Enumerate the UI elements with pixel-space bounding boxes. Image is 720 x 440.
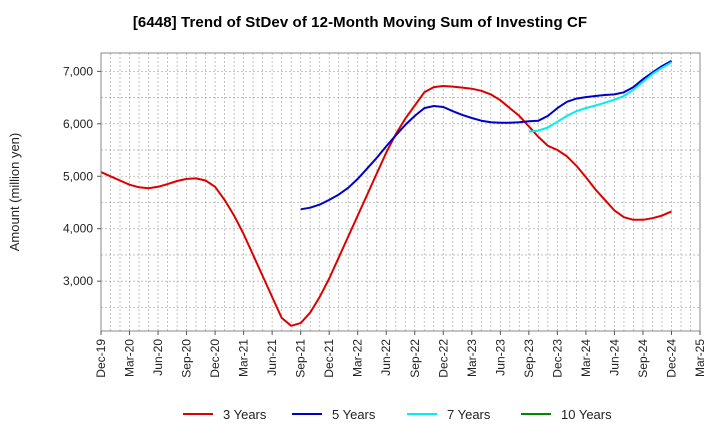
series-line-3-years bbox=[100, 85, 672, 327]
y-axis-ticks: 3,000 4,000 5,000 6,000 7,000 bbox=[63, 64, 101, 288]
x-tick-label: Mar-20 bbox=[123, 339, 137, 377]
x-tick-label: Jun-21 bbox=[265, 339, 279, 376]
y-tick-label: 7,000 bbox=[63, 64, 93, 78]
x-tick-label: Mar-25 bbox=[693, 339, 707, 377]
x-tick-label: Sep-24 bbox=[636, 339, 650, 378]
y-tick-label: 6,000 bbox=[63, 117, 93, 131]
series-lines bbox=[100, 60, 672, 327]
x-tick-label: Sep-23 bbox=[522, 339, 536, 378]
legend-label-3-years: 3 Years bbox=[223, 407, 267, 422]
x-tick-label: Jun-22 bbox=[379, 339, 393, 376]
legend-label-7-years: 7 Years bbox=[447, 407, 491, 422]
legend-label-10-years: 10 Years bbox=[561, 407, 612, 422]
y-tick-label: 5,000 bbox=[63, 169, 93, 183]
x-tick-label: Mar-24 bbox=[579, 339, 593, 377]
x-tick-label: Sep-20 bbox=[180, 339, 194, 378]
chart-title: [6448] Trend of StDev of 12-Month Moving… bbox=[132, 14, 588, 31]
x-tick-label: Mar-23 bbox=[465, 339, 479, 377]
x-tick-label: Dec-24 bbox=[664, 339, 678, 378]
legend-label-5-years: 5 Years bbox=[332, 407, 376, 422]
x-tick-label: Sep-22 bbox=[408, 339, 422, 378]
series-line-5-years bbox=[300, 60, 672, 211]
x-tick-label: Dec-23 bbox=[550, 339, 564, 378]
x-tick-label: Mar-22 bbox=[351, 339, 365, 377]
x-tick-label: Dec-19 bbox=[94, 339, 108, 378]
x-tick-label: Dec-20 bbox=[208, 339, 222, 378]
x-tick-label: Jun-23 bbox=[493, 339, 507, 376]
y-tick-label: 3,000 bbox=[63, 274, 93, 288]
series-line-7-years bbox=[528, 61, 672, 133]
plot-frame bbox=[100, 52, 701, 332]
y-axis-title: Amount (million yen) bbox=[7, 133, 22, 252]
x-tick-label: Dec-21 bbox=[322, 339, 336, 378]
x-tick-label: Mar-21 bbox=[237, 339, 251, 377]
x-tick-label: Sep-21 bbox=[294, 339, 308, 378]
x-tick-label: Jun-24 bbox=[607, 339, 621, 376]
x-tick-label: Dec-22 bbox=[436, 339, 450, 378]
x-tick-label: Jun-20 bbox=[151, 339, 165, 376]
x-axis-ticks: Dec-19 Mar-20 Jun-20 Sep-20 Dec-20 Mar-21 Jun-… bbox=[94, 331, 707, 378]
y-tick-label: 4,000 bbox=[63, 222, 93, 236]
legend: 3 Years 5 Years 7 Years 10 Years bbox=[183, 407, 612, 422]
